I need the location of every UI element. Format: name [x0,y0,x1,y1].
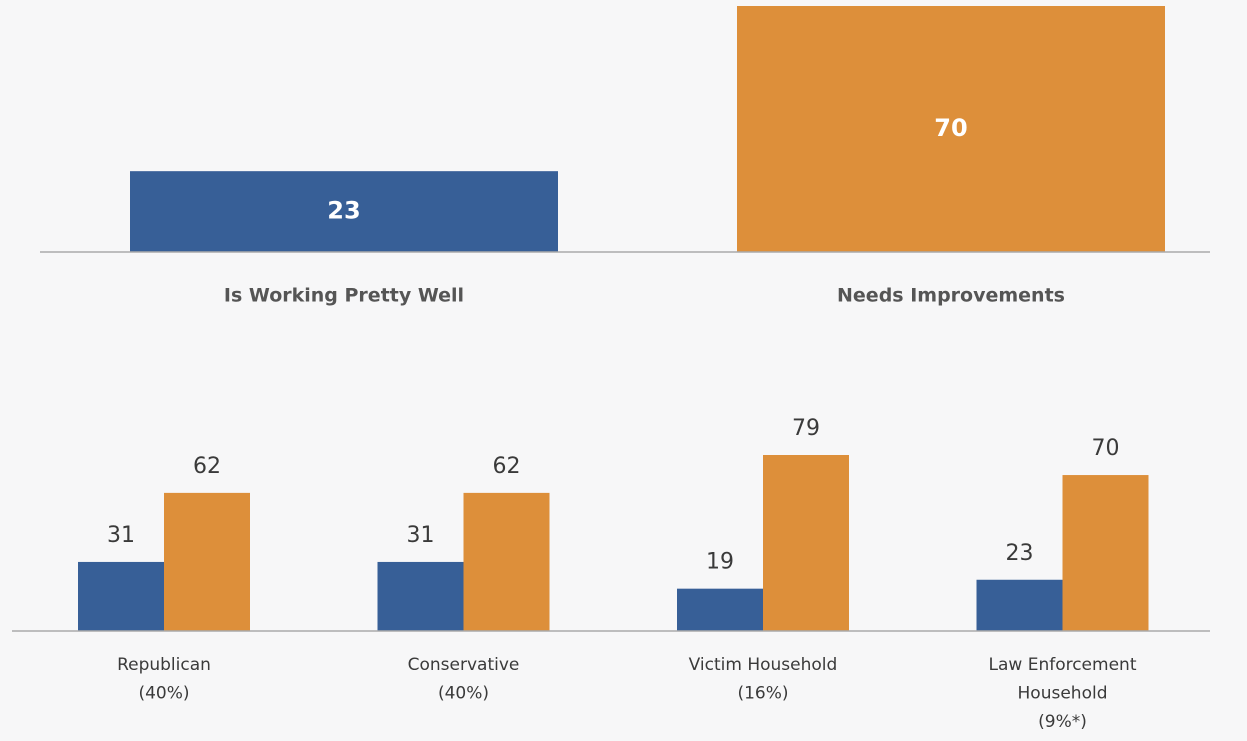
category-label: (9%*) [1038,712,1087,732]
value-label: 70 [934,114,967,142]
category-label: (40%) [138,684,189,704]
value-label: 31 [107,523,135,548]
category-label: (16%) [737,684,788,704]
bar [737,6,1165,252]
bar [164,492,250,631]
value-label: 62 [193,454,221,479]
value-label: 79 [792,416,820,441]
category-label: Is Working Pretty Well [224,285,464,307]
bar [463,492,550,631]
bar [1062,475,1149,631]
bar [377,561,464,631]
category-label: Conservative [408,655,520,675]
bar [130,171,558,252]
value-label: 23 [327,197,360,225]
bar [976,579,1063,631]
category-label: Law Enforcement [989,655,1137,675]
category-label: Victim Household [689,655,838,675]
value-label: 31 [407,523,435,548]
bar [78,561,164,631]
value-label: 62 [493,454,521,479]
category-label: Needs Improvements [837,285,1065,307]
category-label: Household [1018,684,1108,704]
value-label: 19 [706,550,734,575]
value-label: 23 [1006,541,1034,566]
category-label: Republican [117,655,211,675]
bar [763,455,849,631]
value-label: 70 [1092,436,1120,461]
category-label: (40%) [438,684,489,704]
bar [677,588,763,631]
